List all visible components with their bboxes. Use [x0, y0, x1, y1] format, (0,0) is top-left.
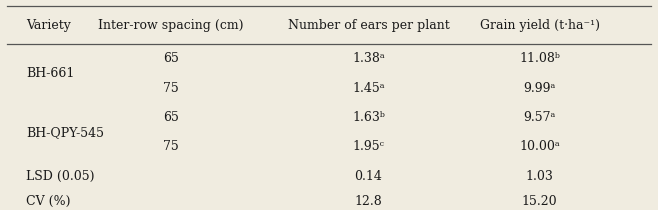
Text: BH-661: BH-661 [26, 67, 75, 80]
Text: 1.38ᵃ: 1.38ᵃ [352, 52, 385, 65]
Text: 1.45ᵃ: 1.45ᵃ [352, 82, 385, 95]
Text: Inter-row spacing (cm): Inter-row spacing (cm) [98, 19, 244, 32]
Text: 1.63ᵇ: 1.63ᵇ [352, 111, 385, 124]
Text: CV (%): CV (%) [26, 195, 71, 208]
Text: 9.99ᵃ: 9.99ᵃ [523, 82, 556, 95]
Text: Grain yield (t·ha⁻¹): Grain yield (t·ha⁻¹) [480, 19, 599, 32]
Text: LSD (0.05): LSD (0.05) [26, 170, 95, 183]
Text: 75: 75 [163, 82, 179, 95]
Text: 9.57ᵃ: 9.57ᵃ [523, 111, 556, 124]
Text: 1.03: 1.03 [526, 170, 553, 183]
Text: 11.08ᵇ: 11.08ᵇ [519, 52, 560, 65]
Text: 0.14: 0.14 [355, 170, 382, 183]
Text: 10.00ᵃ: 10.00ᵃ [519, 140, 560, 154]
Text: Variety: Variety [26, 19, 71, 32]
Text: BH-QPY-545: BH-QPY-545 [26, 126, 105, 139]
Text: 12.8: 12.8 [355, 195, 382, 208]
Text: 15.20: 15.20 [522, 195, 557, 208]
Text: 1.95ᶜ: 1.95ᶜ [353, 140, 384, 154]
Text: 75: 75 [163, 140, 179, 154]
Text: 65: 65 [163, 111, 179, 124]
Text: 65: 65 [163, 52, 179, 65]
Text: Number of ears per plant: Number of ears per plant [288, 19, 449, 32]
